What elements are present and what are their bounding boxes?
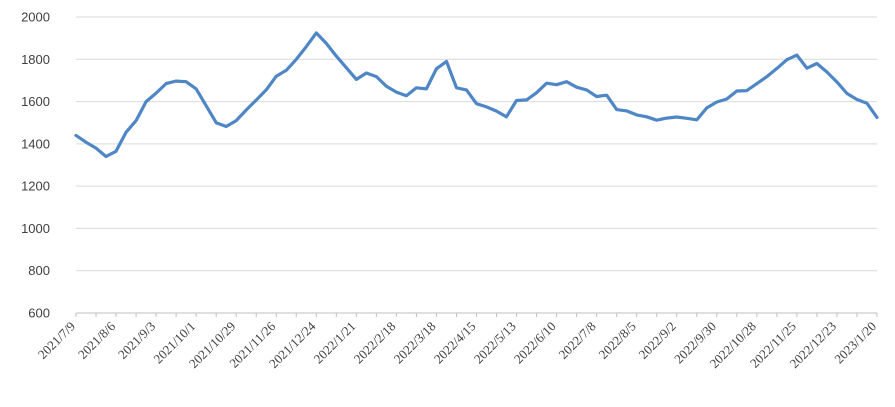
x-axis-label: 2021/7/9 [35, 319, 78, 362]
x-axis-label: 2022/1/21 [311, 319, 359, 367]
x-axis-label: 2022/3/18 [391, 319, 439, 367]
x-axis-labels: 2021/7/92021/8/62021/9/32021/10/12021/10… [35, 318, 879, 371]
data-series-line [74, 31, 879, 159]
y-axis-label: 1000 [21, 221, 50, 236]
x-axis-label: 2022/7/8 [555, 319, 598, 362]
y-axis-label: 600 [28, 306, 50, 321]
x-axis-ticks [75, 313, 878, 317]
x-axis-label: 2023/1/20 [831, 319, 879, 367]
y-axis-label: 1600 [21, 94, 50, 109]
x-axis-label: 2022/4/15 [431, 319, 479, 367]
y-gridlines [76, 16, 877, 272]
x-axis-label: 2022/5/13 [471, 319, 519, 367]
x-axis-label: 2021/8/6 [75, 318, 119, 362]
x-axis-label: 2022/6/10 [511, 319, 559, 367]
x-axis-label: 2022/2/18 [351, 319, 399, 367]
y-axis-labels: 600 800 1000 1200 1400 1600 1800 2000 [21, 10, 50, 321]
y-axis-label: 1800 [21, 52, 50, 67]
x-axis-label: 2022/8/5 [596, 319, 639, 362]
y-axis-label: 1200 [21, 179, 50, 194]
y-axis-label: 800 [28, 263, 50, 278]
y-axis-label: 2000 [21, 10, 50, 25]
y-axis-label: 1400 [21, 136, 50, 151]
